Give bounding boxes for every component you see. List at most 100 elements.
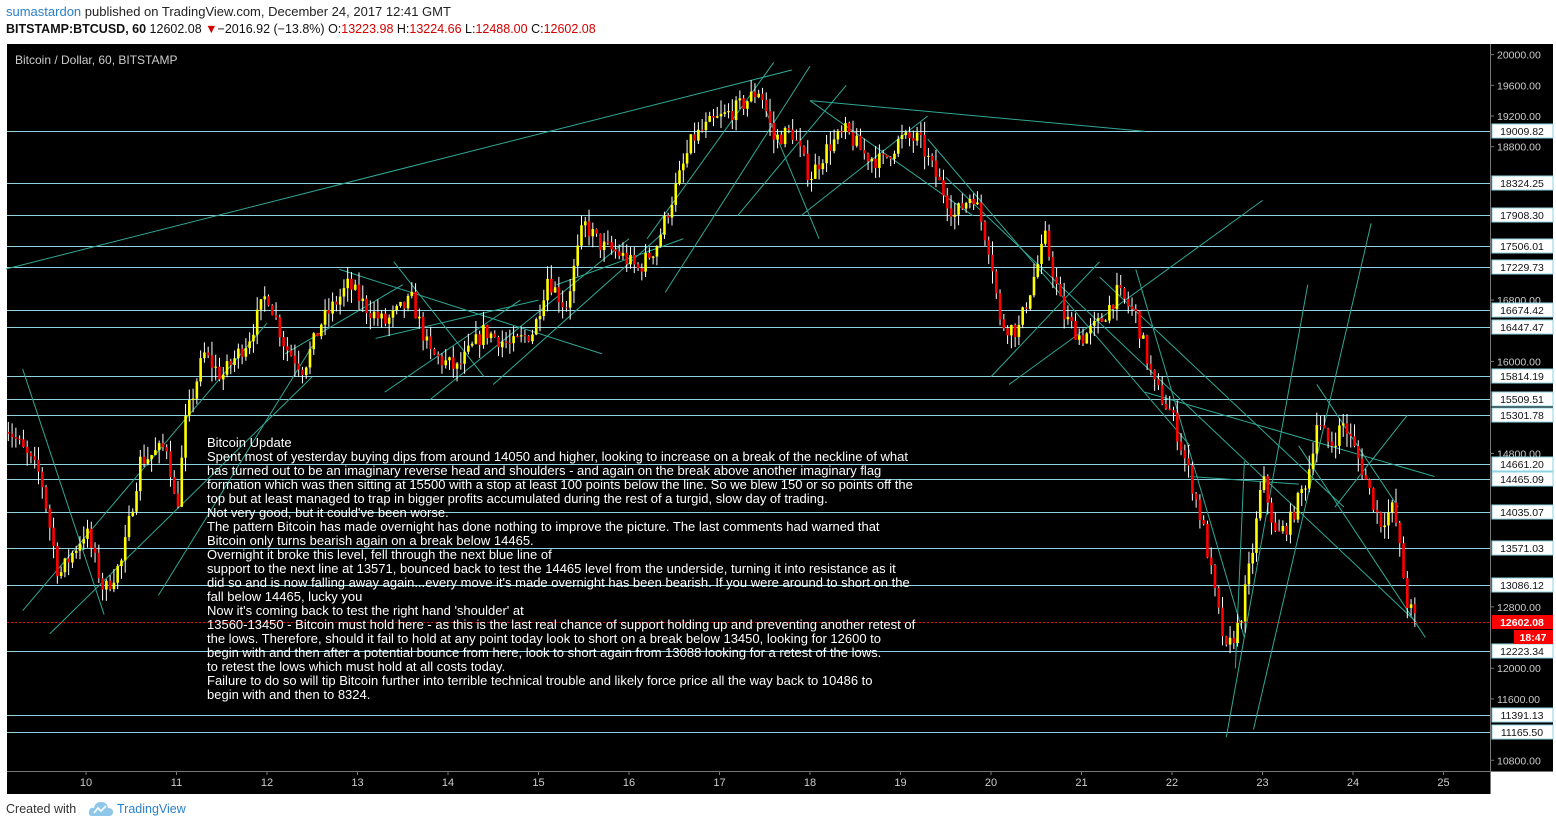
candle-body (459, 363, 463, 365)
candle-body (1281, 525, 1285, 532)
candle-body (866, 153, 870, 162)
candle-body (1213, 565, 1217, 588)
candle-body (1285, 525, 1288, 535)
y-tick-label: 19600.00 (1497, 80, 1541, 92)
time-axis[interactable] (7, 772, 1490, 794)
x-tick-label: 13 (351, 777, 363, 789)
candle-body (1236, 622, 1239, 643)
candle-body (1304, 488, 1307, 490)
candle-body (240, 348, 244, 357)
countdown-badge (1514, 630, 1553, 644)
candle-body (78, 543, 82, 551)
candle-body (602, 241, 606, 251)
candle-body (18, 438, 21, 440)
candle-body (636, 264, 640, 269)
price-chart[interactable]: 10800.0011600.0012000.0012800.0014800.00… (3, 44, 1554, 796)
tradingview-link[interactable]: TradingView (117, 802, 186, 816)
candle-body (357, 284, 361, 302)
candle-body (1338, 425, 1341, 446)
candle-body (968, 198, 972, 203)
candle-body (836, 131, 840, 140)
candle-body (1104, 320, 1107, 322)
candle-body (184, 415, 187, 458)
candle-body (410, 291, 414, 296)
candle-body (406, 295, 410, 309)
candle-body (52, 527, 55, 547)
candle-body (508, 342, 512, 344)
candle-body (1375, 509, 1379, 513)
candle-body (1134, 308, 1138, 312)
candle-body (1334, 445, 1337, 447)
candle-body (1168, 408, 1172, 411)
candle-body (350, 278, 353, 290)
trend-line (4, 69, 793, 270)
candle-body (889, 156, 892, 160)
trend-line (157, 345, 313, 596)
candle-body (527, 336, 530, 342)
x-tick-label: 22 (1166, 777, 1178, 789)
x-tick-label: 20 (985, 777, 997, 789)
candle-body (282, 337, 285, 347)
candle-body (1191, 465, 1194, 494)
candle-body (859, 135, 862, 150)
candle-body (1077, 335, 1081, 340)
trend-line (990, 261, 1100, 378)
annotation-line: has turned out to be an imaginary revers… (207, 463, 881, 478)
candle-body (512, 336, 515, 344)
candle-body (719, 113, 723, 117)
x-tick-label: 21 (1075, 777, 1087, 789)
trend-line (1252, 223, 1372, 730)
candle-body (244, 348, 248, 357)
candle-body (934, 160, 938, 177)
candle-body (93, 547, 97, 553)
candle-body (157, 443, 161, 451)
candle-body (497, 337, 500, 348)
candle-body (402, 301, 406, 309)
candle-body (1353, 436, 1356, 446)
candle-body (813, 164, 817, 179)
y-tick-label: 12800.00 (1497, 602, 1541, 614)
candle-body (105, 580, 108, 590)
author-link[interactable]: sumastardon (6, 4, 82, 19)
x-tick-label: 12 (261, 777, 273, 789)
candle-body (237, 348, 240, 359)
candle-body (561, 302, 564, 308)
candle-body (568, 291, 572, 308)
plot-background (7, 44, 1490, 771)
candle-body (553, 287, 557, 293)
candle-body (780, 134, 783, 145)
annotation-line: begin with and then to 8324. (207, 687, 370, 702)
candle-body (1217, 587, 1221, 608)
candle-body (957, 203, 960, 215)
candle-body (1108, 305, 1111, 321)
candle-body (1243, 584, 1247, 622)
created-with-label: Created with (6, 802, 77, 816)
y-tick-label: 19200.00 (1497, 111, 1541, 123)
candle-body (376, 311, 380, 319)
candle-body (772, 122, 776, 140)
candle-body (825, 144, 828, 164)
candle-body (418, 316, 421, 319)
candle-body (1006, 328, 1009, 336)
candle-body (274, 315, 278, 318)
candle-body (791, 129, 794, 140)
tradingview-cloud-icon[interactable] (88, 798, 114, 820)
annotation-line: Bitcoin only turns bearish again on a br… (207, 533, 534, 548)
candle-body (139, 456, 142, 492)
candle-body (945, 195, 949, 209)
candle-body (583, 221, 587, 226)
chart-area[interactable]: 10800.00 11600.00 12000.00 12800.00 14800.00… (3, 44, 1554, 796)
annotation-line: top but at least managed to trap in bigg… (207, 491, 828, 506)
candle-body (214, 366, 218, 368)
candle-body (259, 299, 263, 310)
candle-body (1149, 363, 1153, 370)
candle-body (659, 234, 662, 247)
candle-body (749, 91, 753, 102)
candle-body (123, 537, 127, 561)
symbol-line: BITSTAMP:BTCUSD, 60 12602.08 ▼−2016.92 (… (6, 22, 596, 36)
y-tick-label: 11600.00 (1497, 694, 1540, 706)
candle-body (1164, 403, 1168, 409)
candle-body (1326, 428, 1330, 442)
candle-body (1409, 604, 1413, 608)
candle-body (304, 367, 308, 376)
